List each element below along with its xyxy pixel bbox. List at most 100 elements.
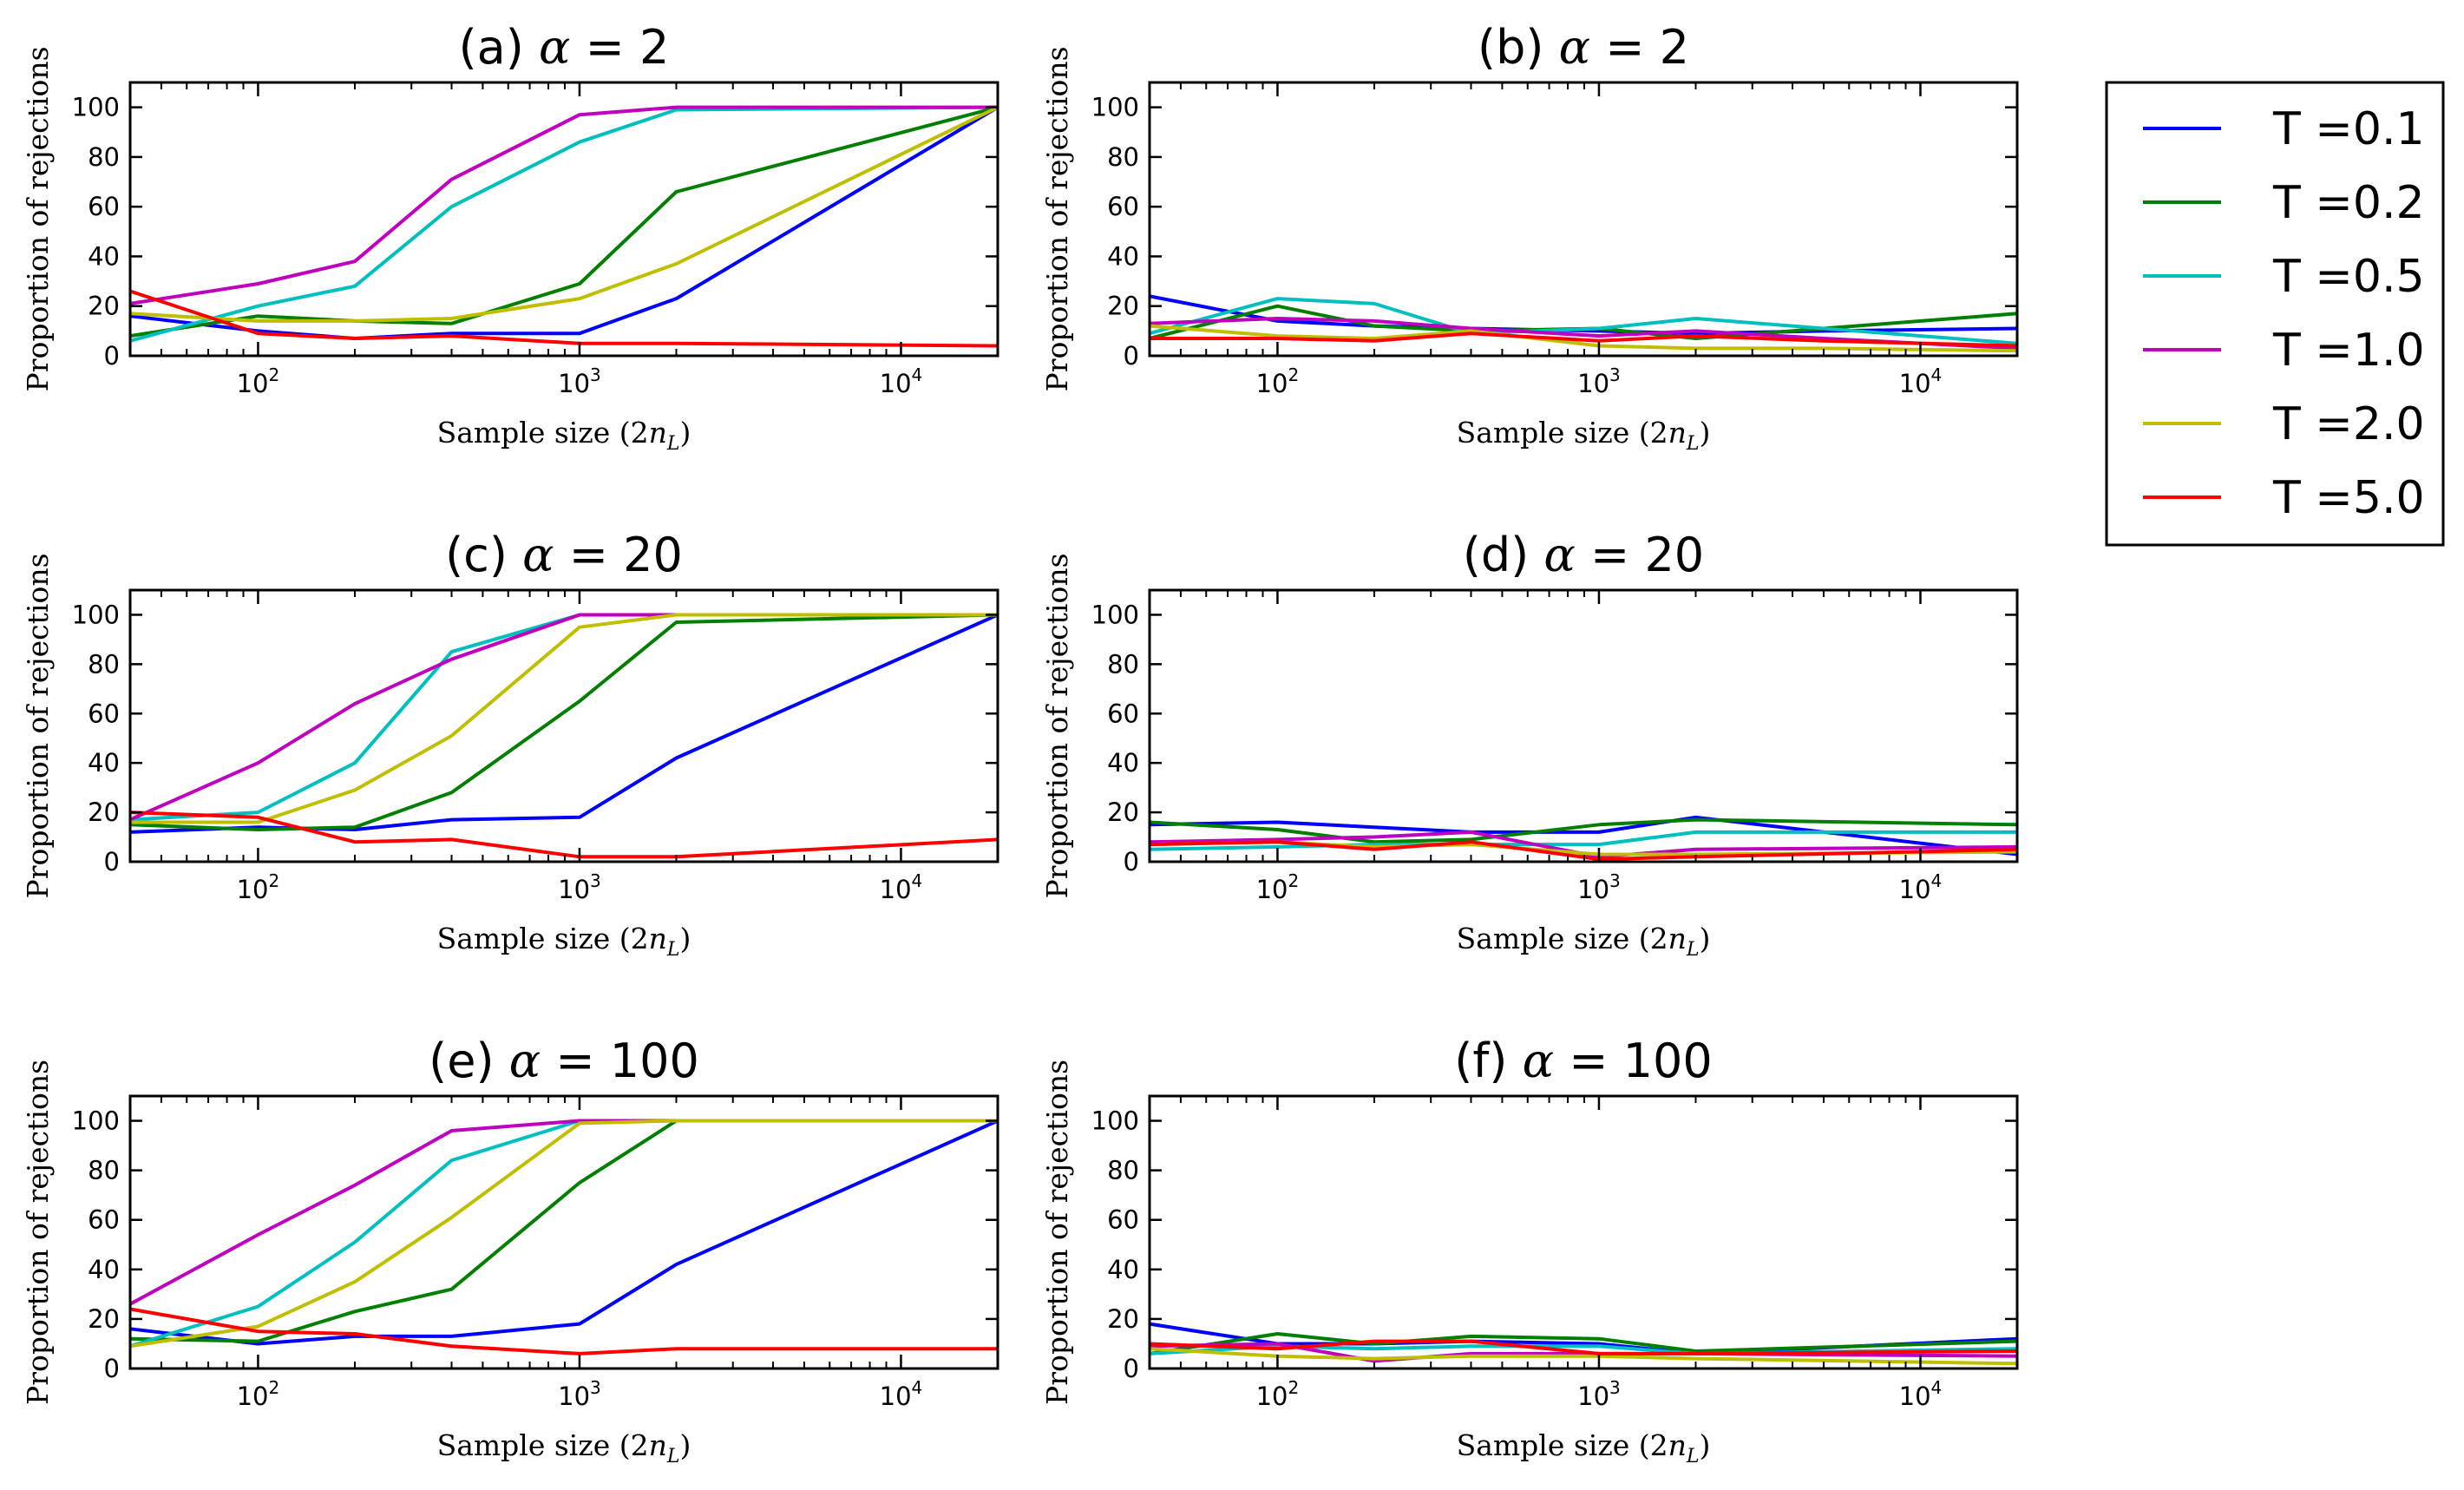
plot-frame <box>1148 81 2019 358</box>
y-tick-label: 20 <box>1107 1304 1139 1334</box>
series-line-2-3 <box>129 613 998 822</box>
y-tick-label: 100 <box>72 93 120 122</box>
y-axis-label: Proportion of rejections <box>21 553 55 898</box>
x-tick-label: 104 <box>880 1377 923 1411</box>
y-tick-label: 100 <box>72 1106 120 1136</box>
series-line-4-5 <box>129 1307 998 1355</box>
y-tick-label: 60 <box>1107 1205 1139 1235</box>
y-axis-label: Proportion of rejections <box>1040 553 1074 898</box>
x-tick-label: 102 <box>1256 870 1300 904</box>
panel-title: (b) α = 2 <box>1478 20 1689 75</box>
y-axis-label: Proportion of rejections <box>21 46 55 391</box>
y-tick-label: 40 <box>88 748 120 778</box>
y-tick-label: 40 <box>88 1255 120 1284</box>
y-tick-label: 40 <box>1107 1255 1139 1284</box>
y-axis-label: Proportion of rejections <box>1040 1060 1074 1405</box>
y-tick-label: 100 <box>1091 93 1139 122</box>
y-tick-label: 20 <box>88 292 120 321</box>
panel-4: 0 20 40 60 80 100 102 103 104 (e) α = 100 Proporti… <box>21 1034 999 1467</box>
y-tick-label: 80 <box>1107 1156 1139 1185</box>
x-tick-label: 103 <box>1577 870 1621 904</box>
legend-label-5: T =5.0 <box>2272 472 2425 524</box>
x-tick-label: 102 <box>237 1377 280 1411</box>
x-tick-label: 104 <box>1899 870 1943 904</box>
panel-1: 0 20 40 60 80 100 102 103 104 (b) α = 2 Proportion… <box>1040 20 2019 455</box>
series-line-3-3 <box>1149 830 2018 859</box>
legend-label-3: T =1.0 <box>2272 325 2425 377</box>
y-tick-label: 80 <box>1107 142 1139 172</box>
y-tick-label: 60 <box>1107 192 1139 221</box>
series-line-1-5 <box>1150 331 2018 348</box>
y-tick-label: 0 <box>104 847 120 876</box>
x-tick-label: 102 <box>237 870 280 904</box>
y-tick-label: 60 <box>88 192 120 221</box>
panel-title: (a) α = 2 <box>459 20 670 75</box>
y-tick-label: 60 <box>88 699 120 728</box>
panel-title: (f) α = 100 <box>1454 1034 1712 1088</box>
y-tick-label: 80 <box>1107 649 1139 679</box>
series-line-4-0 <box>129 1119 999 1346</box>
y-tick-label: 0 <box>1124 1354 1139 1383</box>
series-line-0-5 <box>129 289 999 348</box>
legend-label-0: T =0.1 <box>2272 103 2425 155</box>
y-tick-label: 60 <box>1107 699 1139 728</box>
legend: T =0.1 T =0.2 T =0.5 T =1.0 T =2.0 T =5.0 <box>2105 81 2445 547</box>
y-tick-label: 40 <box>1107 748 1139 778</box>
x-axis-label: Sample size (2nL) <box>1457 922 1711 961</box>
panel-0: 0 20 40 60 80 100 102 103 104 (a) α = 2 Proportion… <box>21 20 999 455</box>
panel-3: 0 20 40 60 80 100 102 103 104 (d) α = 20 Proportio… <box>1040 528 2019 961</box>
y-tick-label: 40 <box>1107 241 1139 271</box>
x-tick-label: 104 <box>880 870 923 904</box>
y-tick-label: 0 <box>104 341 120 371</box>
series-line-4-3 <box>129 1119 998 1306</box>
x-tick-label: 102 <box>1256 364 1300 398</box>
x-tick-label: 103 <box>558 870 601 904</box>
x-tick-label: 104 <box>1899 364 1943 398</box>
panel-title: (d) α = 20 <box>1463 528 1704 582</box>
y-tick-label: 20 <box>88 1304 120 1334</box>
y-tick-label: 40 <box>88 241 120 271</box>
legend-label-4: T =2.0 <box>2272 398 2425 450</box>
x-tick-label: 103 <box>1577 364 1621 398</box>
y-tick-label: 80 <box>88 649 120 679</box>
series-line-0-0 <box>129 105 999 340</box>
x-tick-label: 103 <box>558 1377 601 1411</box>
x-axis-label: Sample size (2nL) <box>437 922 691 961</box>
y-tick-label: 0 <box>1124 847 1139 876</box>
y-tick-label: 100 <box>1091 1106 1139 1136</box>
y-axis-label: Proportion of rejections <box>21 1060 55 1405</box>
y-tick-label: 80 <box>88 142 120 172</box>
panel-title: (c) α = 20 <box>445 528 683 582</box>
series-line-0-2 <box>129 105 999 343</box>
x-tick-label: 102 <box>237 364 280 398</box>
series-line-2-1 <box>129 613 999 831</box>
y-tick-label: 20 <box>88 798 120 827</box>
series-line-4-4 <box>129 1119 998 1349</box>
series-line-4-1 <box>129 1119 998 1343</box>
series-line-2-2 <box>129 613 998 822</box>
series-line-2-4 <box>130 613 998 824</box>
y-tick-label: 20 <box>1107 292 1139 321</box>
legend-label-2: T =0.5 <box>2272 251 2425 303</box>
series-line-0-4 <box>129 105 999 323</box>
y-tick-label: 80 <box>88 1156 120 1185</box>
panel-2: 0 20 40 60 80 100 102 103 104 (c) α = 20 Proportio… <box>21 528 999 961</box>
series-line-1-3 <box>1149 317 2018 351</box>
y-tick-label: 20 <box>1107 798 1139 827</box>
panel-5: 0 20 40 60 80 100 102 103 104 (f) α = 100 Proporti… <box>1040 1034 2019 1467</box>
x-tick-label: 102 <box>1256 1377 1300 1411</box>
x-axis-label: Sample size (2nL) <box>437 1428 691 1467</box>
x-tick-label: 104 <box>1899 1377 1943 1411</box>
x-tick-label: 104 <box>880 364 923 398</box>
panel-title: (e) α = 100 <box>429 1034 699 1088</box>
y-tick-label: 60 <box>88 1205 120 1235</box>
x-tick-label: 103 <box>1577 1377 1621 1411</box>
x-axis-label: Sample size (2nL) <box>1457 1428 1711 1467</box>
x-axis-label: Sample size (2nL) <box>1457 416 1711 455</box>
series-line-2-0 <box>129 613 999 834</box>
x-axis-label: Sample size (2nL) <box>437 416 691 455</box>
series-line-5-5 <box>1149 1339 2018 1355</box>
series-line-3-1 <box>1149 817 2018 844</box>
y-tick-label: 0 <box>1124 341 1139 371</box>
